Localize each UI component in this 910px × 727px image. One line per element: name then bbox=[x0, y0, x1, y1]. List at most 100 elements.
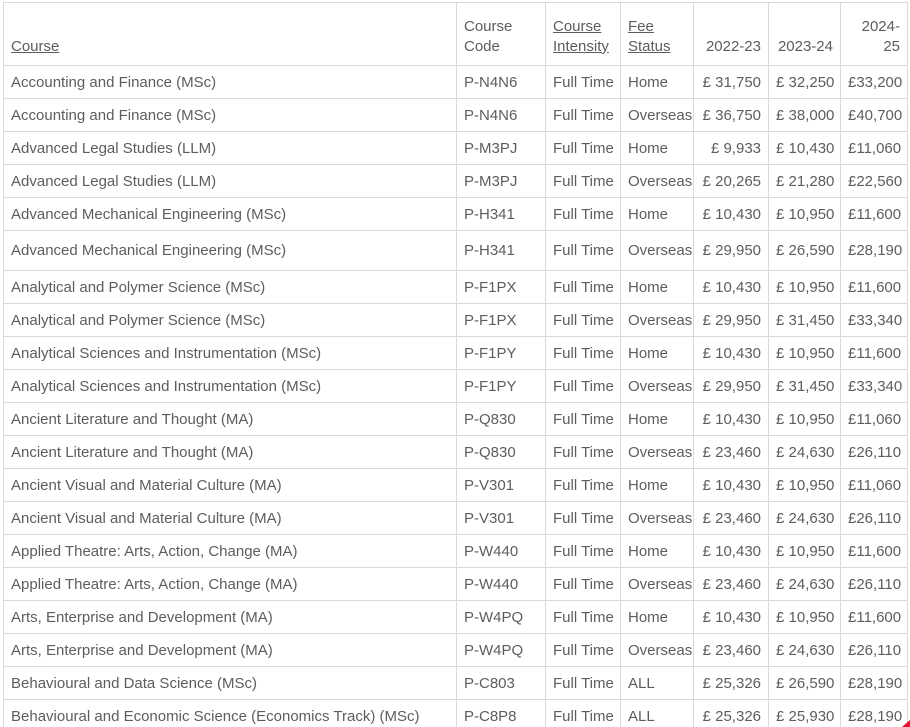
cell-course-code: P-Q830 bbox=[456, 402, 546, 436]
cell-year-2024-25: £33,340 bbox=[840, 303, 908, 337]
cell-course: Ancient Literature and Thought (MA) bbox=[3, 435, 457, 469]
table-row: Ancient Literature and Thought (MA) P-Q83… bbox=[3, 435, 908, 469]
cell-course: Ancient Literature and Thought (MA) bbox=[3, 402, 457, 436]
cell-year-2024-25: £26,110 bbox=[840, 567, 908, 601]
cell-year-2022-23: £ 10,430 bbox=[693, 270, 769, 304]
table-row: Arts, Enterprise and Development (MA) P-W… bbox=[3, 600, 908, 634]
cell-year-2022-23: £ 10,430 bbox=[693, 534, 769, 568]
cell-course: Advanced Mechanical Engineering (MSc) bbox=[3, 197, 457, 231]
cell-year-2023-24: £ 31,450 bbox=[768, 369, 841, 403]
cell-course-code: P-H341 bbox=[456, 197, 546, 231]
cell-year-2023-24: £ 24,630 bbox=[768, 501, 841, 535]
cell-year-2024-25: £11,600 bbox=[840, 600, 908, 634]
cell-year-2023-24: £ 24,630 bbox=[768, 633, 841, 667]
cell-year-2024-25: £11,060 bbox=[840, 131, 908, 165]
column-header-course[interactable]: Course bbox=[3, 2, 457, 66]
cell-year-2022-23: £ 10,430 bbox=[693, 468, 769, 502]
cell-fee-status: Home bbox=[620, 402, 694, 436]
cell-year-2024-25: £11,060 bbox=[840, 468, 908, 502]
cell-year-2023-24: £ 21,280 bbox=[768, 164, 841, 198]
cell-year-2024-25: £11,600 bbox=[840, 197, 908, 231]
cell-year-2023-24: £ 10,950 bbox=[768, 270, 841, 304]
cell-year-2023-24: £ 10,950 bbox=[768, 600, 841, 634]
cell-fee-status: Home bbox=[620, 600, 694, 634]
table-row: Analytical Sciences and Instrumentation … bbox=[3, 336, 908, 370]
cell-course: Applied Theatre: Arts, Action, Change (M… bbox=[3, 534, 457, 568]
cell-course-code: P-F1PX bbox=[456, 270, 546, 304]
cell-year-2023-24: £ 10,950 bbox=[768, 197, 841, 231]
cell-course: Analytical Sciences and Instrumentation … bbox=[3, 369, 457, 403]
cell-year-2024-25: £26,110 bbox=[840, 633, 908, 667]
table-row: Analytical and Polymer Science (MSc) P-F1… bbox=[3, 303, 908, 337]
table-row: Ancient Visual and Material Culture (MA)… bbox=[3, 468, 908, 502]
cell-year-2024-25: £26,110 bbox=[840, 501, 908, 535]
cell-fee-status: Home bbox=[620, 270, 694, 304]
cell-year-2024-25: £28,190 bbox=[840, 666, 908, 700]
cell-course: Advanced Legal Studies (LLM) bbox=[3, 131, 457, 165]
cell-year-2022-23: £ 23,460 bbox=[693, 567, 769, 601]
cell-year-2022-23: £ 10,430 bbox=[693, 402, 769, 436]
cell-fee-status: Overseas bbox=[620, 369, 694, 403]
cell-year-2022-23: £ 25,326 bbox=[693, 699, 769, 727]
column-header-fee-status[interactable]: Fee Status bbox=[620, 2, 694, 66]
cell-course-code: P-F1PY bbox=[456, 336, 546, 370]
cell-course-intensity: Full Time bbox=[545, 633, 621, 667]
cell-year-2024-25: £26,110 bbox=[840, 435, 908, 469]
cell-fee-status: Home bbox=[620, 336, 694, 370]
cell-year-2023-24: £ 10,430 bbox=[768, 131, 841, 165]
column-header-course-intensity[interactable]: Course Intensity bbox=[545, 2, 621, 66]
cell-course-intensity: Full Time bbox=[545, 699, 621, 727]
cell-year-2023-24: £ 10,950 bbox=[768, 534, 841, 568]
table-row: Ancient Visual and Material Culture (MA)… bbox=[3, 501, 908, 535]
cell-year-2022-23: £ 29,950 bbox=[693, 369, 769, 403]
table-row: Analytical and Polymer Science (MSc) P-F1… bbox=[3, 270, 908, 304]
cell-course-code: P-H341 bbox=[456, 230, 546, 271]
cell-course-code: P-C803 bbox=[456, 666, 546, 700]
table-row: Accounting and Finance (MSc) P-N4N6 Full T… bbox=[3, 65, 908, 99]
cell-course-code: P-V301 bbox=[456, 468, 546, 502]
cell-year-2024-25: £33,200 bbox=[840, 65, 908, 99]
cell-course-code: P-W440 bbox=[456, 567, 546, 601]
cell-course-code: P-N4N6 bbox=[456, 98, 546, 132]
cell-course: Arts, Enterprise and Development (MA) bbox=[3, 633, 457, 667]
cell-course-intensity: Full Time bbox=[545, 164, 621, 198]
table-row: Advanced Legal Studies (LLM) P-M3PJ Full T… bbox=[3, 164, 908, 198]
cell-year-2023-24: £ 24,630 bbox=[768, 435, 841, 469]
cell-year-2022-23: £ 23,460 bbox=[693, 501, 769, 535]
column-header-course-code: Course Code bbox=[456, 2, 546, 66]
cell-year-2024-25: £11,060 bbox=[840, 402, 908, 436]
cell-fee-status: Overseas bbox=[620, 230, 694, 271]
cell-year-2023-24: £ 10,950 bbox=[768, 402, 841, 436]
cell-fee-status: ALL bbox=[620, 666, 694, 700]
cell-year-2022-23: £ 36,750 bbox=[693, 98, 769, 132]
cell-fee-status: Overseas bbox=[620, 435, 694, 469]
cell-course: Accounting and Finance (MSc) bbox=[3, 98, 457, 132]
cell-course-intensity: Full Time bbox=[545, 131, 621, 165]
cell-course-intensity: Full Time bbox=[545, 65, 621, 99]
cell-year-2024-25: £11,600 bbox=[840, 336, 908, 370]
cell-year-2024-25: £33,340 bbox=[840, 369, 908, 403]
cell-year-2023-24: £ 10,950 bbox=[768, 468, 841, 502]
cell-fee-status: Overseas bbox=[620, 303, 694, 337]
table-row: Advanced Mechanical Engineering (MSc) P-H… bbox=[3, 230, 908, 271]
cell-course-intensity: Full Time bbox=[545, 600, 621, 634]
cell-course-intensity: Full Time bbox=[545, 303, 621, 337]
table-row: Behavioural and Economic Science (Econom… bbox=[3, 699, 908, 727]
cell-course-intensity: Full Time bbox=[545, 402, 621, 436]
cell-year-2024-25: £28,190 bbox=[840, 230, 908, 271]
cell-fee-status: Overseas bbox=[620, 98, 694, 132]
cell-year-2024-25: £40,700 bbox=[840, 98, 908, 132]
table-row: Arts, Enterprise and Development (MA) P-W… bbox=[3, 633, 908, 667]
cell-year-2022-23: £ 10,430 bbox=[693, 197, 769, 231]
cell-year-2022-23: £ 31,750 bbox=[693, 65, 769, 99]
cell-year-2023-24: £ 24,630 bbox=[768, 567, 841, 601]
cell-year-2024-25: £11,600 bbox=[840, 270, 908, 304]
cell-course-intensity: Full Time bbox=[545, 336, 621, 370]
cell-fee-status: ALL bbox=[620, 699, 694, 727]
cell-fee-status: Overseas bbox=[620, 501, 694, 535]
cell-year-2022-23: £ 23,460 bbox=[693, 435, 769, 469]
cell-year-2023-24: £ 10,950 bbox=[768, 336, 841, 370]
cell-year-2024-25: £28,190 bbox=[840, 699, 908, 727]
cell-course: Applied Theatre: Arts, Action, Change (M… bbox=[3, 567, 457, 601]
